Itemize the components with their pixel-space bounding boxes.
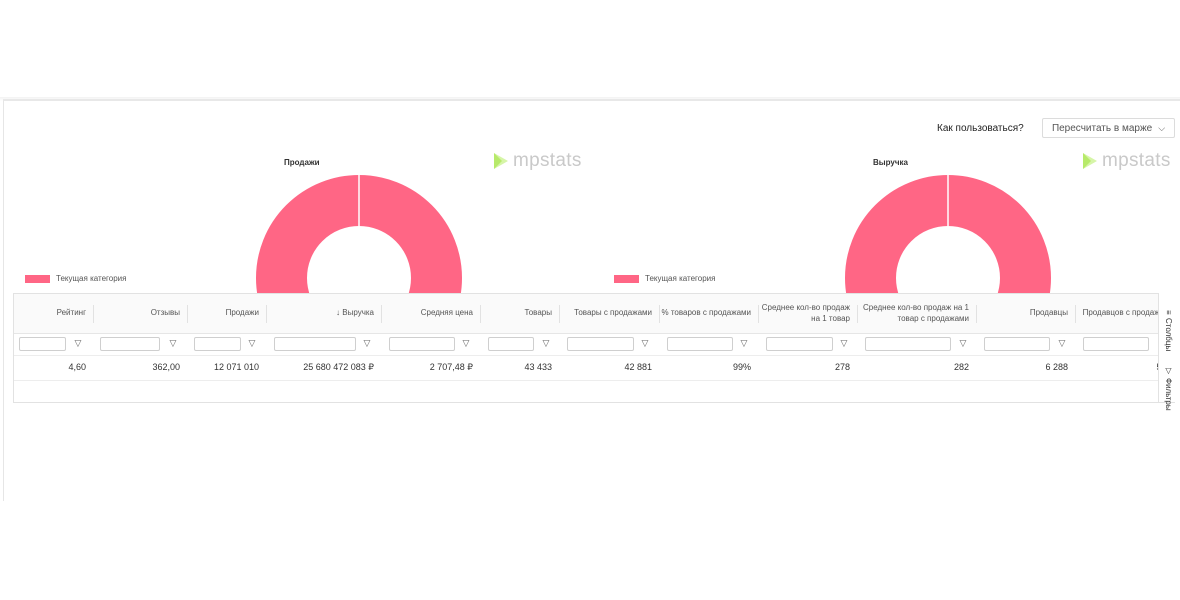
data-table: Рейтинг Отзывы Продажи ↓ Выручка Средняя… bbox=[13, 293, 1176, 403]
cell-revenue: 25 680 472 083 ₽ bbox=[303, 362, 374, 373]
column-header-sales[interactable]: Продажи bbox=[188, 294, 267, 333]
recalc-margin-dropdown[interactable]: Пересчитать в марже ⌵ bbox=[1042, 118, 1175, 138]
legend-swatch bbox=[614, 274, 639, 283]
cell-products: 43 433 bbox=[524, 362, 552, 373]
mpstats-logo-text: mpstats bbox=[1102, 150, 1171, 171]
columns-tool-label: Столбцы bbox=[1164, 317, 1173, 351]
column-header-sellers[interactable]: Продавцы bbox=[977, 294, 1076, 333]
column-header-avg-sales-per-product-with-sales[interactable]: Среднее кол-во продаж на 1 товар с прода… bbox=[858, 294, 977, 333]
sales-chart-legend[interactable]: Текущая категория bbox=[25, 274, 126, 283]
filter-input-revenue[interactable] bbox=[274, 337, 356, 351]
filter-input-products-with-sales[interactable] bbox=[567, 337, 634, 351]
cell-avg-price: 2 707,48 ₽ bbox=[429, 362, 473, 373]
column-header-pct-products-with-sales[interactable]: % товаров с продажами bbox=[660, 294, 759, 333]
filter-icon[interactable]: ▽ bbox=[462, 338, 470, 348]
cell-sellers: 6 288 bbox=[1045, 362, 1068, 373]
filter-input-sellers-with-sales[interactable] bbox=[1083, 337, 1149, 351]
filter-icon: ▽ bbox=[1164, 366, 1173, 375]
column-header-avg-sales-per-product[interactable]: Среднее кол-во продаж на 1 товар bbox=[759, 294, 858, 333]
filter-icon[interactable]: ▽ bbox=[74, 338, 82, 348]
filter-input-products[interactable] bbox=[488, 337, 534, 351]
revenue-chart-title: Выручка bbox=[873, 158, 908, 167]
filter-icon[interactable]: ▽ bbox=[169, 338, 177, 348]
legend-swatch bbox=[25, 274, 50, 283]
columns-tool-tab[interactable]: ≡ Столбцы bbox=[1159, 307, 1178, 357]
cell-avg-sales-per-product: 278 bbox=[834, 362, 850, 373]
cell-sales: 12 071 010 bbox=[213, 362, 259, 373]
table-row: 4,60 362,00 12 071 010 25 680 472 083 ₽ … bbox=[14, 356, 1175, 381]
table-filter-row: ▽ ▽ ▽ ▽ ▽ ▽ ▽ ▽ ▽ ▽ ▽ bbox=[14, 334, 1175, 356]
filter-icon[interactable]: ▽ bbox=[840, 338, 848, 348]
legend-label: Текущая категория bbox=[56, 274, 127, 283]
filter-icon[interactable]: ▽ bbox=[248, 338, 256, 348]
filter-input-reviews[interactable] bbox=[100, 337, 160, 351]
filter-input-avg-price[interactable] bbox=[389, 337, 455, 351]
cell-avg-sales-per-product-with-sales: 282 bbox=[953, 362, 969, 373]
legend-label: Текущая категория bbox=[645, 274, 716, 283]
filter-icon[interactable]: ▽ bbox=[740, 338, 748, 348]
column-header-reviews[interactable]: Отзывы bbox=[94, 294, 188, 333]
mpstats-logo-text: mpstats bbox=[513, 150, 582, 171]
mpstats-logo-icon bbox=[1083, 153, 1097, 169]
filters-tool-tab[interactable]: ▽ Фильтры bbox=[1159, 363, 1178, 411]
side-tool-panel: ≡ Столбцы ▽ Фильтры bbox=[1158, 293, 1178, 411]
filter-input-avg-sales-per-product[interactable] bbox=[766, 337, 833, 351]
filter-icon[interactable]: ▽ bbox=[542, 338, 550, 348]
filters-tool-label: Фильтры bbox=[1164, 378, 1173, 411]
filter-icon[interactable]: ▽ bbox=[1058, 338, 1066, 348]
cell-products-with-sales: 42 881 bbox=[624, 362, 652, 373]
cell-reviews: 362,00 bbox=[152, 362, 180, 373]
columns-icon: ≡ bbox=[1164, 310, 1173, 315]
filter-icon[interactable]: ▽ bbox=[959, 338, 967, 348]
mpstats-logo: mpstats bbox=[1082, 150, 1171, 172]
filter-input-sales[interactable] bbox=[194, 337, 241, 351]
column-header-revenue[interactable]: ↓ Выручка bbox=[267, 294, 382, 333]
cell-pct-products-with-sales: 99% bbox=[732, 362, 751, 373]
column-header-products[interactable]: Товары bbox=[481, 294, 560, 333]
mpstats-logo-icon bbox=[494, 153, 508, 169]
filter-input-rating[interactable] bbox=[19, 337, 66, 351]
filter-input-avg-sales-per-product-with-sales[interactable] bbox=[865, 337, 951, 351]
column-header-products-with-sales[interactable]: Товары с продажами bbox=[560, 294, 660, 333]
mpstats-logo: mpstats bbox=[493, 150, 582, 172]
how-to-use-link[interactable]: Как пользоваться? bbox=[937, 123, 1024, 134]
chevron-down-icon: ⌵ bbox=[1158, 122, 1166, 133]
filter-input-sellers[interactable] bbox=[984, 337, 1050, 351]
filter-icon[interactable]: ▽ bbox=[363, 338, 371, 348]
column-header-rating[interactable]: Рейтинг bbox=[14, 294, 94, 333]
column-header-avg-price[interactable]: Средняя цена bbox=[382, 294, 481, 333]
filter-icon[interactable]: ▽ bbox=[641, 338, 649, 348]
cell-rating: 4,60 bbox=[68, 362, 86, 373]
recalc-margin-label: Пересчитать в марже bbox=[1051, 122, 1153, 134]
revenue-chart-legend[interactable]: Текущая категория bbox=[614, 274, 715, 283]
table-header-row: Рейтинг Отзывы Продажи ↓ Выручка Средняя… bbox=[14, 294, 1176, 334]
sales-chart-title: Продажи bbox=[284, 158, 320, 167]
filter-input-pct-products-with-sales[interactable] bbox=[667, 337, 733, 351]
